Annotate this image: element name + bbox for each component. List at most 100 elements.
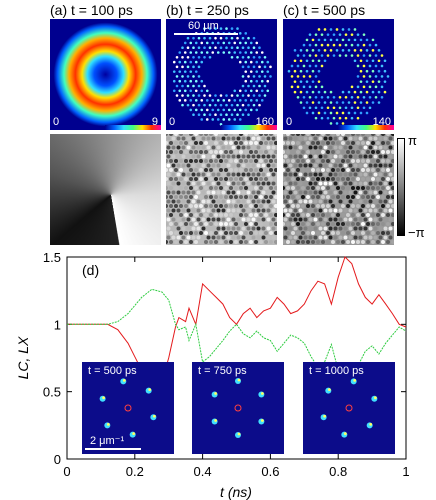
density-colorbar-b (221, 125, 277, 130)
phase-cell (351, 240, 355, 244)
density-peak (311, 90, 315, 94)
phase-cell (216, 226, 221, 231)
density-peak (314, 96, 318, 99)
phase-cell (171, 181, 176, 186)
density-peak (186, 36, 190, 40)
phase-cell (383, 208, 388, 213)
phase-cell (186, 199, 191, 204)
phase-cell (171, 136, 176, 141)
inset-1000ps-label: t = 1000 ps (309, 365, 364, 377)
phase-cell (321, 134, 325, 136)
phase-cell (179, 150, 183, 154)
phase-cell (376, 168, 380, 172)
phase-cell (271, 208, 276, 213)
density-peak (181, 75, 184, 78)
phase-colorbar (397, 138, 405, 236)
phase-cell (229, 159, 233, 163)
density-peak (353, 101, 357, 104)
phase-cell (283, 154, 288, 159)
density-peak (311, 80, 315, 83)
phase-cell (181, 181, 186, 186)
phase-cell (343, 181, 348, 186)
phase-cell (373, 172, 378, 177)
density-peak (189, 41, 193, 45)
panel-b-cbar-min: 0 (169, 116, 176, 128)
density-peak (305, 59, 309, 63)
phase-cell (386, 159, 390, 163)
phase-cell (256, 163, 261, 168)
phase-cell (224, 168, 228, 172)
density-peak (350, 33, 354, 36)
density-peak (341, 122, 345, 125)
phase-cell (286, 213, 290, 217)
phase-cell (391, 134, 394, 136)
phase-cell (241, 145, 246, 150)
phase-cell (214, 177, 218, 181)
density-peak (214, 94, 217, 97)
phase-cell (383, 235, 388, 240)
phase-cell (266, 226, 271, 231)
phase-cell (303, 208, 308, 213)
bragg-peak (104, 422, 111, 429)
phase-cell (293, 154, 298, 159)
phase-cell (199, 204, 203, 208)
density-peak (178, 60, 182, 64)
phase-cell (191, 199, 196, 204)
density-peak (269, 75, 272, 78)
density-peak (374, 54, 378, 57)
phase-cell (179, 204, 183, 208)
phase-cell (283, 136, 288, 141)
phase-cell (249, 213, 253, 217)
density-peak (320, 64, 324, 68)
phase-cell (196, 136, 201, 141)
phase-cell (358, 172, 363, 177)
density-peak (189, 99, 193, 102)
phase-cell (211, 226, 216, 231)
phase-cell (293, 217, 298, 222)
density-peak (194, 51, 198, 54)
phase-cell (301, 134, 305, 136)
phase-cell (293, 136, 298, 141)
phase-cell (371, 204, 375, 208)
phase-cell (386, 150, 390, 154)
phase-cell (209, 231, 213, 235)
phase-cell (333, 181, 338, 186)
phase-cell (259, 204, 263, 208)
phase-cell (283, 150, 285, 154)
phase-cell (358, 163, 363, 168)
phase-cell (303, 190, 308, 195)
density-peak (214, 113, 217, 116)
phase-cell (166, 195, 168, 199)
phase-cell (306, 240, 310, 244)
phase-cell (311, 240, 315, 244)
phase-cell (378, 235, 383, 240)
phase-cell (166, 240, 168, 244)
density-peak (263, 94, 267, 97)
phase-cell (318, 136, 323, 141)
density-peak (302, 85, 306, 89)
density-peak (247, 94, 250, 97)
phase-cell (343, 190, 348, 195)
center-marker (234, 404, 242, 412)
phase-cell (246, 235, 251, 240)
phase-cell (176, 217, 181, 222)
phase-cell (234, 134, 238, 136)
phase-cell (239, 195, 243, 199)
density-peak (260, 51, 264, 54)
phase-cell (348, 208, 353, 213)
density-peak (332, 116, 336, 120)
phase-cell (236, 136, 241, 141)
density-peak (368, 43, 372, 47)
phase-cell (234, 222, 238, 226)
phase-cell (356, 204, 360, 208)
phase-cell (201, 217, 206, 222)
phase-cell (266, 235, 271, 240)
phase-cell (196, 190, 201, 195)
panel-b-title: (b) t = 250 ps (166, 2, 249, 18)
phase-cell (194, 168, 198, 172)
phase-cell (328, 190, 333, 195)
phase-cell (313, 163, 318, 168)
phase-cell (371, 240, 375, 244)
phase-cell (249, 150, 253, 154)
phase-cell (271, 181, 276, 186)
